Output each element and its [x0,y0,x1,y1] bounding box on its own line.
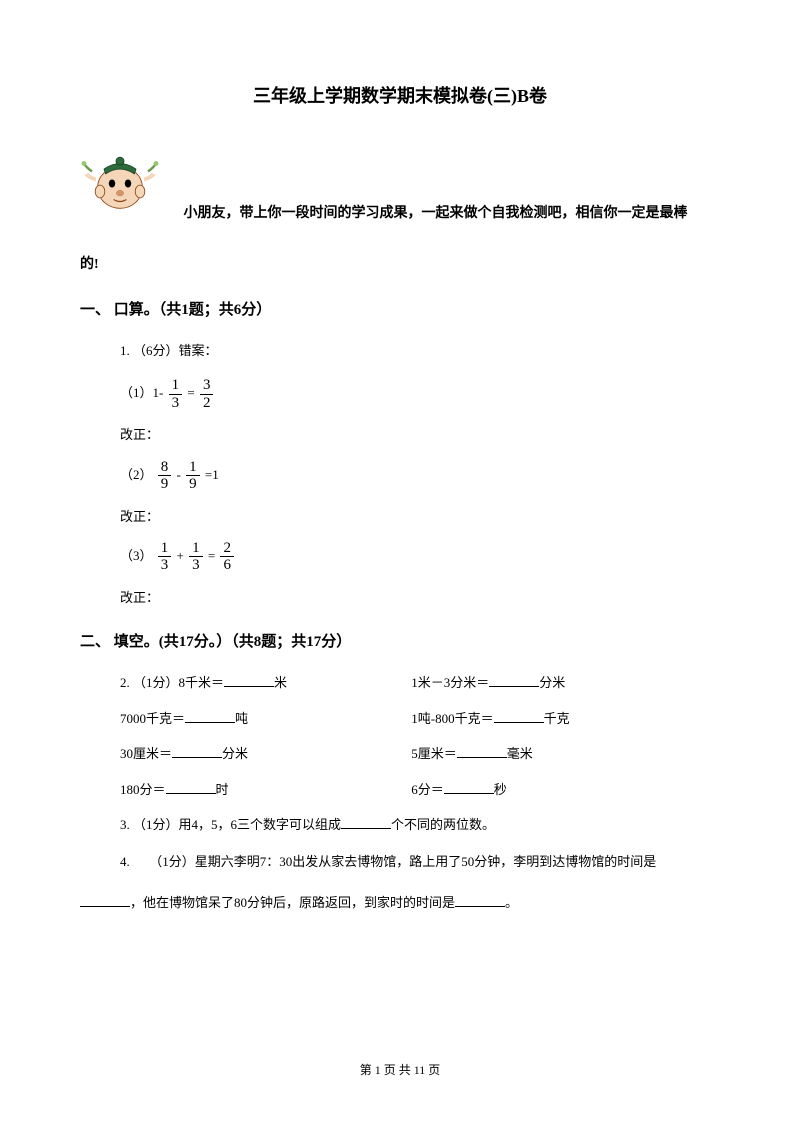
question-1-label: 1. （6分）错案： [120,339,720,362]
blank-input[interactable] [494,709,544,723]
intro-text-line2: 的! [80,252,720,277]
correction-2: 改正： [120,505,720,528]
question-2-row4: 180分＝ 时 6分＝ 秒 [120,778,720,801]
question-4: 4. （1分）星期六李明7：30出发从家去博物馆，路上用了50分钟，李明到达博物… [120,848,720,877]
q2-part2: 1米－3分米＝ [411,675,489,690]
unit-mm: 毫米 [507,746,533,761]
q2-row2-part1: 7000千克＝ [120,711,185,726]
q2-row4-part2: 6分＝ [411,782,444,797]
numerator: 1 [158,540,172,558]
blank-input[interactable] [172,744,222,758]
blank-input[interactable] [224,673,274,687]
denominator: 2 [200,395,214,412]
numerator: 1 [189,540,203,558]
section2-header: 二、 填空。(共17分。）（共8题；共17分） [80,629,720,656]
sub2-prefix: （2） [120,467,153,482]
denominator: 3 [169,395,183,412]
blank-input[interactable] [457,744,507,758]
question-3: 3. （1分）用4，5，6三个数字可以组成 个不同的两位数。 [120,813,720,836]
q2-row3-part1: 30厘米＝ [120,746,172,761]
equals: = [187,385,198,400]
sub-question-2: （2） 8 9 - 1 9 =1 [120,459,720,493]
plus: + [177,548,188,563]
q4-text1: 4. （1分）星期六李明7：30出发从家去博物馆，路上用了50分钟，李明到达博物… [120,854,656,869]
blank-input[interactable] [80,893,130,907]
question-2-row1: 2. （1分）8千米＝ 米 1米－3分米＝ 分米 [120,671,720,694]
fraction-1-9: 1 9 [186,459,200,493]
minus: - [177,467,185,482]
correction-3: 改正： [120,586,720,609]
fraction-2-6: 2 6 [220,540,234,574]
q2-row2-part2: 1吨-800千克＝ [411,711,493,726]
unit-hour: 时 [216,782,229,797]
blank-input[interactable] [455,893,505,907]
denominator: 9 [186,476,200,493]
numerator: 1 [186,459,200,477]
correction-1: 改正： [120,423,720,446]
sub-question-1: （1）1- 1 3 = 3 2 [120,377,720,411]
question-2-row3: 30厘米＝ 分米 5厘米＝ 毫米 [120,742,720,765]
fraction-1-3a: 1 3 [158,540,172,574]
q2-label: 2. （1分）8千米＝ [120,675,224,690]
unit-decimeter2: 分米 [222,746,248,761]
equals: = [208,548,219,563]
question-4-continued: ，他在博物馆呆了80分钟后，原路返回，到家时的时间是 。 [80,889,720,918]
fraction-8-9: 8 9 [158,459,172,493]
sub1-prefix: （1）1- [120,385,167,400]
section1-header: 一、 口算。（共1题；共6分） [80,297,720,324]
q2-row3-part2: 5厘米＝ [411,746,457,761]
numerator: 3 [200,377,214,395]
intro-text-line1: 小朋友，带上你一段时间的学习成果，一起来做个自我检测吧，相信你一定是最棒 [184,206,688,221]
denominator: 6 [220,557,234,574]
blank-input[interactable] [185,709,235,723]
unit-second: 秒 [494,782,507,797]
equals-one: =1 [205,467,219,482]
fraction-3-2: 3 2 [200,377,214,411]
denominator: 9 [158,476,172,493]
question-2-row2: 7000千克＝ 吨 1吨-800千克＝ 千克 [120,707,720,730]
blank-input[interactable] [166,780,216,794]
fraction-1-3b: 1 3 [189,540,203,574]
intro-section: 小朋友，带上你一段时间的学习成果，一起来做个自我检测吧，相信你一定是最棒 [80,142,720,226]
blank-input[interactable] [341,815,391,829]
unit-decimeter: 分米 [539,675,565,690]
numerator: 8 [158,459,172,477]
unit-meter: 米 [274,675,287,690]
fraction-1-3: 1 3 [169,377,183,411]
page-footer: 第 1 页 共 11 页 [0,1060,800,1082]
numerator: 2 [220,540,234,558]
blank-input[interactable] [444,780,494,794]
sub-question-3: （3） 1 3 + 1 3 = 2 6 [120,540,720,574]
unit-kg: 千克 [544,711,570,726]
sub3-prefix: （3） [120,548,153,563]
page-title: 三年级上学期数学期末模拟卷(三)B卷 [80,80,720,112]
q3-before: 3. （1分）用4，5，6三个数字可以组成 [120,817,341,832]
q4-text3: 。 [505,895,518,910]
unit-ton: 吨 [235,711,248,726]
numerator: 1 [169,377,183,395]
q2-row4-part1: 180分＝ [120,782,166,797]
denominator: 3 [158,557,172,574]
blank-input[interactable] [489,673,539,687]
q4-text2: ，他在博物馆呆了80分钟后，原路返回，到家时的时间是 [130,895,455,910]
denominator: 3 [189,557,203,574]
cartoon-image [80,142,160,226]
q3-after: 个不同的两位数。 [391,817,495,832]
